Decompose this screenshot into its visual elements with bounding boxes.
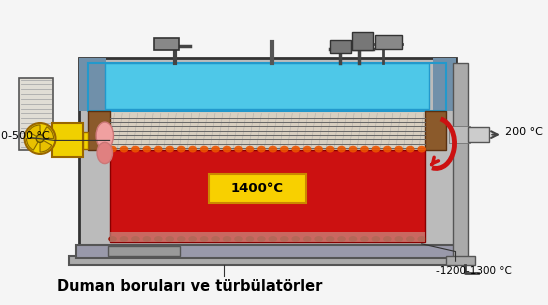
Ellipse shape bbox=[234, 236, 243, 242]
Ellipse shape bbox=[303, 236, 312, 242]
Ellipse shape bbox=[337, 146, 346, 152]
Ellipse shape bbox=[200, 146, 208, 152]
Bar bbox=[52, 123, 83, 157]
Ellipse shape bbox=[349, 236, 357, 242]
Ellipse shape bbox=[222, 146, 231, 152]
Ellipse shape bbox=[372, 146, 380, 152]
Bar bbox=[425, 111, 446, 150]
Ellipse shape bbox=[177, 146, 186, 152]
Wedge shape bbox=[40, 138, 52, 152]
Ellipse shape bbox=[246, 236, 254, 242]
Bar bbox=[69, 257, 465, 265]
Bar bbox=[79, 58, 455, 249]
Wedge shape bbox=[28, 125, 40, 138]
Bar bbox=[433, 58, 455, 111]
FancyBboxPatch shape bbox=[209, 174, 306, 203]
Ellipse shape bbox=[315, 146, 323, 152]
Ellipse shape bbox=[246, 146, 254, 152]
Ellipse shape bbox=[108, 236, 117, 242]
Ellipse shape bbox=[108, 146, 117, 152]
Ellipse shape bbox=[211, 146, 220, 152]
Ellipse shape bbox=[142, 146, 151, 152]
Ellipse shape bbox=[406, 236, 415, 242]
Ellipse shape bbox=[234, 146, 243, 152]
Bar bbox=[352, 32, 373, 50]
Ellipse shape bbox=[131, 236, 140, 242]
Bar bbox=[453, 63, 468, 258]
Ellipse shape bbox=[303, 146, 312, 152]
Ellipse shape bbox=[154, 146, 163, 152]
Bar bbox=[449, 126, 470, 143]
Ellipse shape bbox=[395, 236, 403, 242]
Ellipse shape bbox=[395, 146, 403, 152]
Ellipse shape bbox=[292, 146, 300, 152]
Ellipse shape bbox=[200, 236, 208, 242]
Text: 1400°C: 1400°C bbox=[231, 182, 284, 195]
Bar bbox=[105, 63, 430, 109]
Ellipse shape bbox=[383, 236, 392, 242]
Ellipse shape bbox=[418, 146, 426, 152]
Ellipse shape bbox=[360, 236, 369, 242]
FancyBboxPatch shape bbox=[468, 127, 489, 142]
Bar bbox=[79, 58, 106, 111]
Ellipse shape bbox=[222, 236, 231, 242]
Ellipse shape bbox=[142, 236, 151, 242]
Ellipse shape bbox=[269, 236, 277, 242]
Ellipse shape bbox=[177, 236, 186, 242]
Ellipse shape bbox=[257, 146, 266, 152]
Bar bbox=[375, 35, 402, 48]
Ellipse shape bbox=[165, 146, 174, 152]
Bar bbox=[88, 63, 446, 111]
Bar bbox=[76, 245, 459, 258]
Ellipse shape bbox=[292, 236, 300, 242]
Ellipse shape bbox=[337, 236, 346, 242]
Ellipse shape bbox=[406, 146, 415, 152]
Bar bbox=[110, 150, 425, 242]
Circle shape bbox=[36, 135, 44, 142]
Bar bbox=[88, 111, 110, 150]
Ellipse shape bbox=[189, 146, 197, 152]
Ellipse shape bbox=[96, 122, 113, 149]
Text: -1200-1300 °C: -1200-1300 °C bbox=[436, 266, 512, 276]
Ellipse shape bbox=[372, 236, 380, 242]
Bar bbox=[110, 232, 425, 242]
Text: 0-500 °C: 0-500 °C bbox=[2, 131, 50, 141]
Ellipse shape bbox=[211, 236, 220, 242]
Ellipse shape bbox=[154, 236, 163, 242]
Ellipse shape bbox=[269, 146, 277, 152]
Ellipse shape bbox=[119, 236, 128, 242]
Ellipse shape bbox=[119, 146, 128, 152]
Ellipse shape bbox=[360, 146, 369, 152]
Bar bbox=[154, 38, 179, 50]
Wedge shape bbox=[40, 127, 54, 138]
Ellipse shape bbox=[326, 236, 334, 242]
Bar bbox=[446, 257, 475, 265]
Ellipse shape bbox=[418, 236, 426, 242]
Ellipse shape bbox=[349, 146, 357, 152]
Ellipse shape bbox=[97, 142, 112, 163]
Ellipse shape bbox=[326, 146, 334, 152]
Wedge shape bbox=[26, 138, 40, 150]
Ellipse shape bbox=[257, 236, 266, 242]
Ellipse shape bbox=[280, 146, 289, 152]
Ellipse shape bbox=[189, 236, 197, 242]
Text: Duman boruları ve türbülatörler: Duman boruları ve türbülatörler bbox=[57, 279, 322, 294]
Circle shape bbox=[25, 123, 55, 154]
Text: 200 °C: 200 °C bbox=[505, 127, 543, 137]
Bar bbox=[83, 132, 88, 149]
Ellipse shape bbox=[165, 236, 174, 242]
Bar bbox=[330, 40, 351, 53]
Ellipse shape bbox=[383, 146, 392, 152]
Ellipse shape bbox=[280, 236, 289, 242]
Bar bbox=[107, 246, 180, 257]
Bar bbox=[19, 77, 53, 150]
Ellipse shape bbox=[315, 236, 323, 242]
Ellipse shape bbox=[131, 146, 140, 152]
Bar bbox=[110, 111, 425, 150]
